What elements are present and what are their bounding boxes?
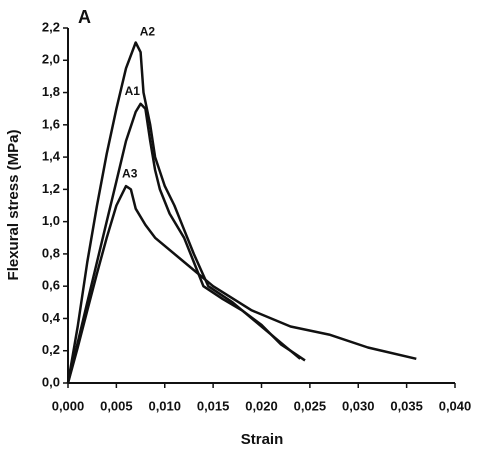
x-tick-label: 0,000 <box>52 398 85 413</box>
series-line <box>66 184 417 384</box>
x-tick-label: 0,040 <box>439 398 472 413</box>
y-tick-label: 0,4 <box>42 310 61 325</box>
y-tick-label: 0,8 <box>42 245 60 260</box>
x-tick-label: 0,035 <box>390 398 423 413</box>
x-tick-label: 0,030 <box>342 398 375 413</box>
y-tick-label: 1,2 <box>42 181 60 196</box>
y-axis-title: Flexural stress (MPa) <box>5 130 22 281</box>
y-tick-label: 2,0 <box>42 52 60 67</box>
series-line <box>66 102 306 384</box>
y-tick-label: 0,6 <box>42 278 60 293</box>
y-tick-label: 1,6 <box>42 116 60 131</box>
panel-label: A <box>78 7 91 27</box>
y-tick-label: 1,4 <box>42 149 61 164</box>
y-tick-label: 2,2 <box>42 19 60 34</box>
y-tick-label: 0,2 <box>42 342 60 357</box>
x-tick-label: 0,005 <box>100 398 133 413</box>
series-label: A1 <box>125 84 141 98</box>
series-line <box>66 41 301 384</box>
series-label: A3 <box>122 166 138 180</box>
y-tick-label: 1,0 <box>42 213 60 228</box>
x-tick-label: 0,010 <box>148 398 181 413</box>
x-tick-label: 0,015 <box>197 398 230 413</box>
series-label: A2 <box>140 25 156 39</box>
y-tick-label: 0,0 <box>42 374 60 389</box>
x-tick-label: 0,025 <box>294 398 327 413</box>
x-tick-label: 0,020 <box>245 398 278 413</box>
x-axis-title: Strain <box>241 431 284 448</box>
y-tick-label: 1,8 <box>42 84 60 99</box>
